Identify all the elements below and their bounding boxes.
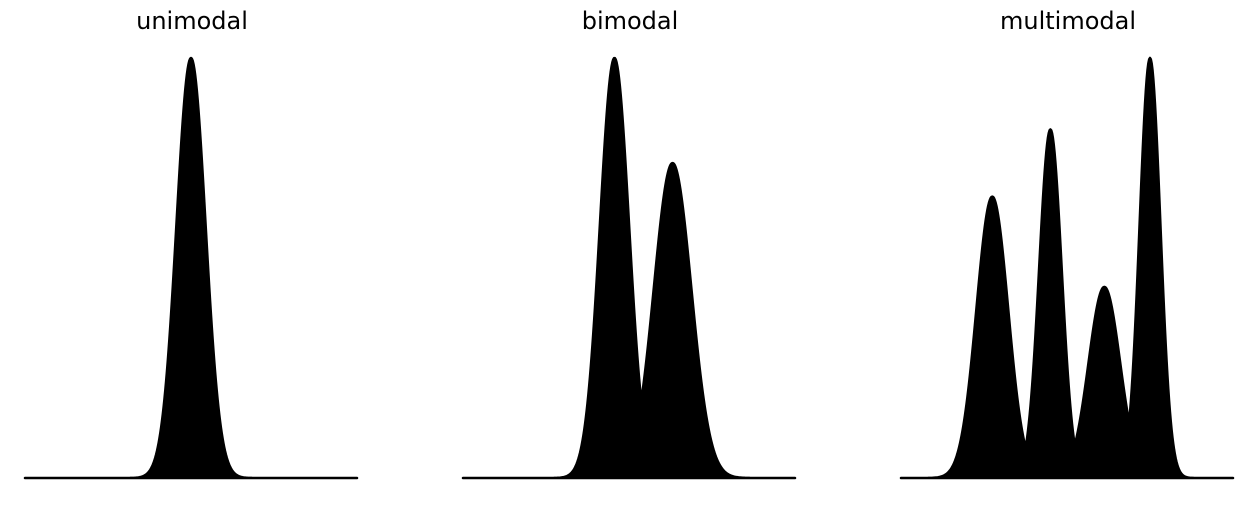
multimodal-density-plot <box>899 56 1235 480</box>
panel-title-multimodal: multimodal <box>999 7 1136 35</box>
multimodal-density-area <box>899 56 1235 480</box>
unimodal-panel: unimodal <box>23 0 360 509</box>
bimodal-density-area <box>461 56 797 480</box>
multimodal-panel: multimodal <box>899 0 1236 509</box>
panel-title-bimodal: bimodal <box>581 7 679 35</box>
bimodal-panel: bimodal <box>461 0 798 509</box>
panel-title-unimodal: unimodal <box>136 7 248 35</box>
unimodal-density-area <box>23 56 359 480</box>
unimodal-density-plot <box>23 56 359 480</box>
bimodal-density-plot <box>461 56 797 480</box>
